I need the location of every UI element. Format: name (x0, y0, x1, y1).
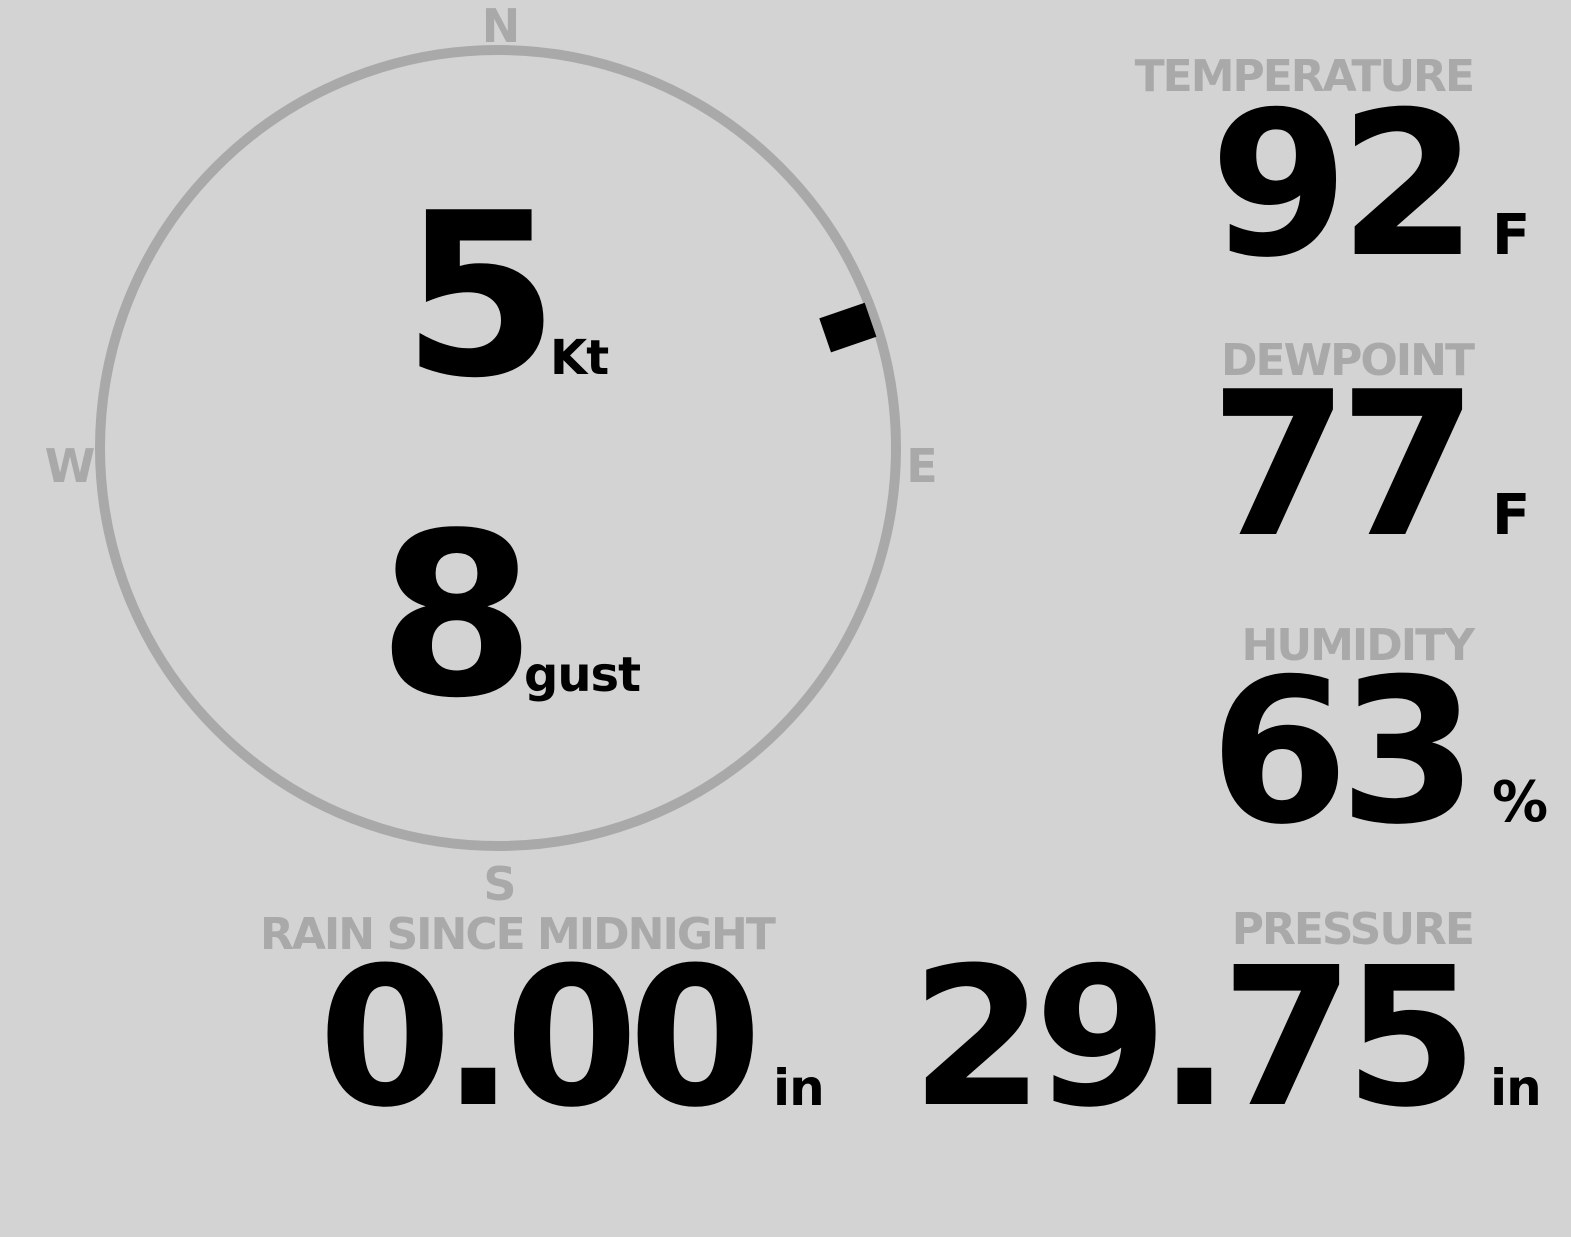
humidity-value: 63 (1209, 636, 1478, 869)
dewpoint-value: 77 (1209, 349, 1478, 582)
rain-value: 0.00 (318, 927, 762, 1150)
compass-north-label: N (481, 0, 521, 53)
temperature-unit: F (1492, 203, 1530, 268)
wind-direction-marker (819, 302, 877, 353)
pressure-label: PRESSURE (1231, 904, 1475, 955)
pressure-value: 29.75 (910, 927, 1478, 1150)
wind-speed-unit: Kt (550, 330, 609, 386)
compass-ring (95, 45, 901, 851)
compass-west-label: W (44, 439, 96, 493)
compass-south-label: S (483, 857, 517, 911)
humidity-unit: % (1492, 770, 1548, 835)
compass-east-label: E (906, 439, 938, 493)
wind-speed-value: 5 (402, 165, 559, 428)
dewpoint-label: DEWPOINT (1221, 335, 1475, 386)
pressure-unit: in (1490, 1059, 1542, 1117)
rain-label: RAIN SINCE MIDNIGHT (260, 909, 776, 960)
temperature-value: 92 (1209, 69, 1478, 302)
wind-gust-label: gust (524, 647, 641, 703)
rain-unit: in (773, 1059, 825, 1117)
temperature-label: TEMPERATURE (1134, 51, 1475, 102)
dewpoint-unit: F (1492, 483, 1530, 548)
wind-gust-value: 8 (378, 485, 535, 748)
humidity-label: HUMIDITY (1241, 620, 1475, 671)
